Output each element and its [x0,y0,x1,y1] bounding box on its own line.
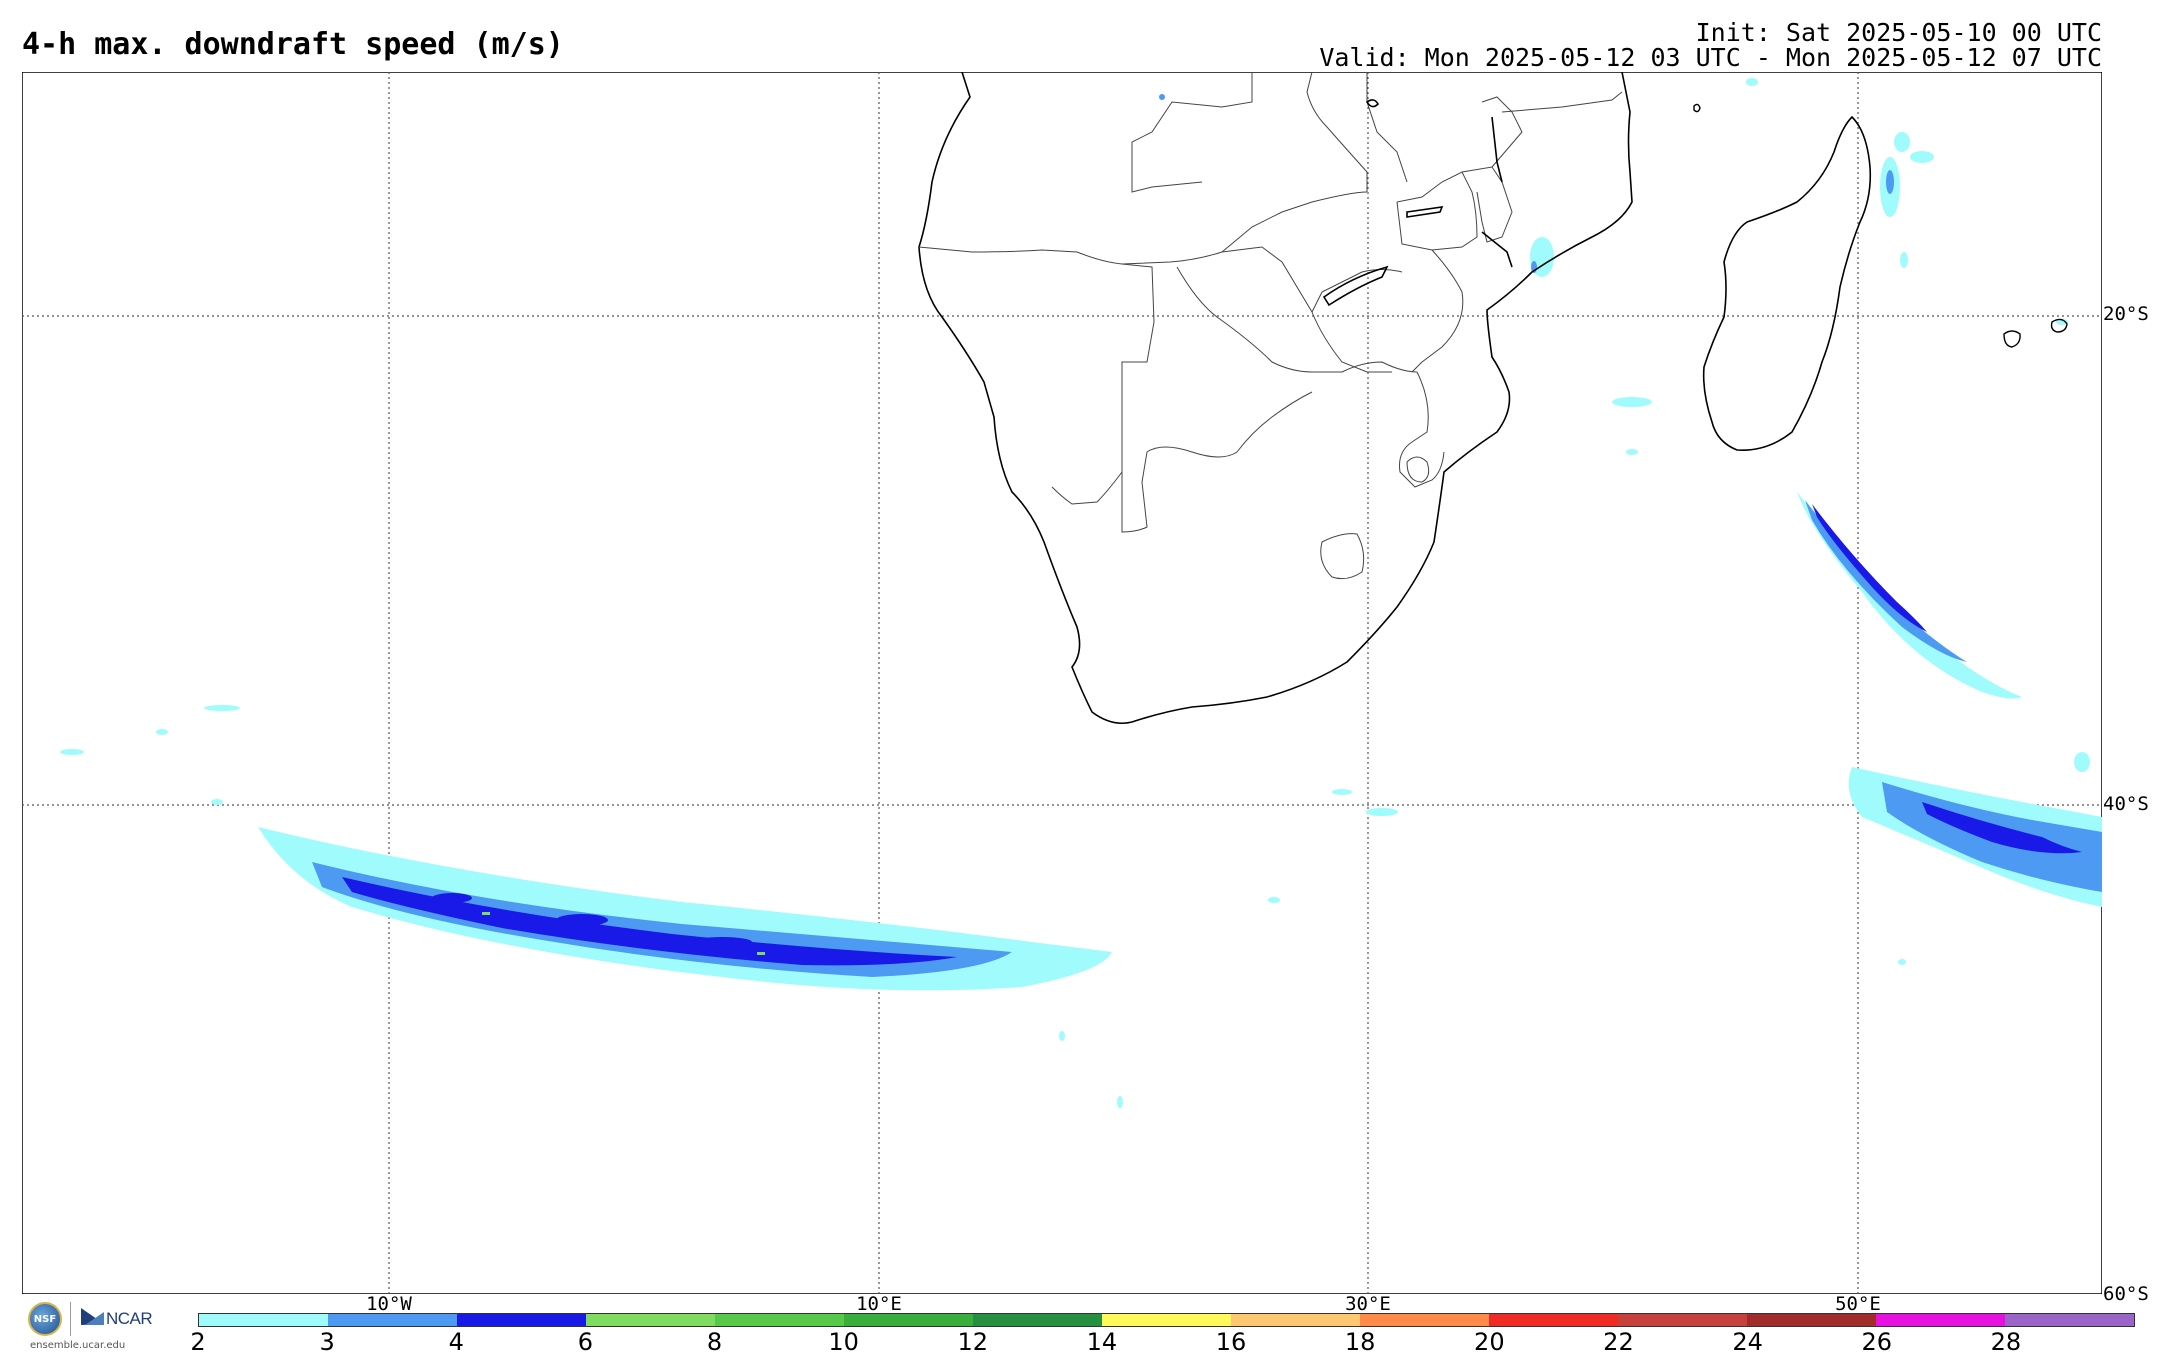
nsf-logo-icon: NSF [28,1302,62,1336]
downdraft-band-atlantic [258,827,1112,991]
ncar-logo-icon [81,1308,104,1325]
colorbar-segment [1489,1314,1618,1326]
lakes [1322,99,1513,307]
scattered-cells-medium [1159,94,1894,273]
downdraft-band-indian [1848,767,2102,907]
logo-url: ensemble.ucar.edu [30,1340,126,1351]
colorbar-segment [973,1314,1102,1326]
colorbar-segment [1747,1314,1876,1326]
lat-label-20s: 20°S [2103,303,2149,325]
colorbar-tick-label: 6 [577,1328,594,1356]
ncar-logo-text: NCAR [106,1309,153,1328]
colorbar-tick-label: 16 [1215,1328,1247,1356]
init-time: Init: Sat 2025-05-10 00 UTC [1695,18,2102,47]
colorbar-segment [328,1314,457,1326]
reunion-outline [2050,318,2068,333]
colorbar-tick-label: 2 [190,1328,206,1356]
colorbar-segment [1231,1314,1360,1326]
lat-label-40s: 40°S [2103,793,2149,815]
colorbar-tick-label: 3 [319,1328,335,1356]
colorbar-segment [586,1314,715,1326]
colorbar-tick-label: 10 [828,1328,859,1356]
colorbar-segment [1360,1314,1489,1326]
colorbar-tick-label: 18 [1344,1328,1376,1356]
colorbar-tick-label: 14 [1086,1328,1118,1356]
colorbar-segment [1876,1314,2005,1326]
colorbar-segment [2005,1314,2134,1326]
colorbar-tick-label: 26 [1861,1328,1892,1356]
logo-divider [70,1302,71,1336]
colorbar-segment [715,1314,844,1326]
comoros-outline [1693,103,1701,113]
mauritius-outline [2003,330,2021,348]
map-panel [22,72,2102,1294]
country-borders [918,72,1623,580]
colorbar-tick-label: 22 [1603,1328,1634,1356]
madagascar-outline [1702,115,1872,451]
map-title: 4-h max. downdraft speed (m/s) [22,27,564,62]
colorbar-tick-label: 28 [1990,1328,2022,1356]
map-frame [22,72,2102,1294]
colorbar [198,1313,2135,1327]
africa-coastline [918,72,1633,725]
colorbar-segment [457,1314,586,1326]
lon-label-50e: 50°E [1835,1293,1881,1315]
lon-label-10e: 10°E [856,1293,902,1315]
map-svg [22,72,2102,1294]
colorbar-tick-label: 8 [706,1328,723,1356]
colorbar-segment [1618,1314,1747,1326]
colorbar-segment [844,1314,973,1326]
colorbar-tick-label: 12 [957,1328,989,1356]
lon-label-30e: 30°E [1345,1293,1391,1315]
lat-label-60s: 60°S [2103,1283,2149,1305]
colorbar-segment [1102,1314,1231,1326]
colorbar-tick-label: 20 [1474,1328,1505,1356]
colorbar-tick-label: 4 [448,1328,464,1356]
valid-time: Valid: Mon 2025-05-12 03 UTC - Mon 2025-… [1319,43,2102,72]
colorbar-tick-label: 24 [1732,1328,1763,1356]
lon-label-10w: 10°W [366,1293,412,1315]
colorbar-segment [199,1314,328,1326]
gridlines [22,72,2102,1294]
